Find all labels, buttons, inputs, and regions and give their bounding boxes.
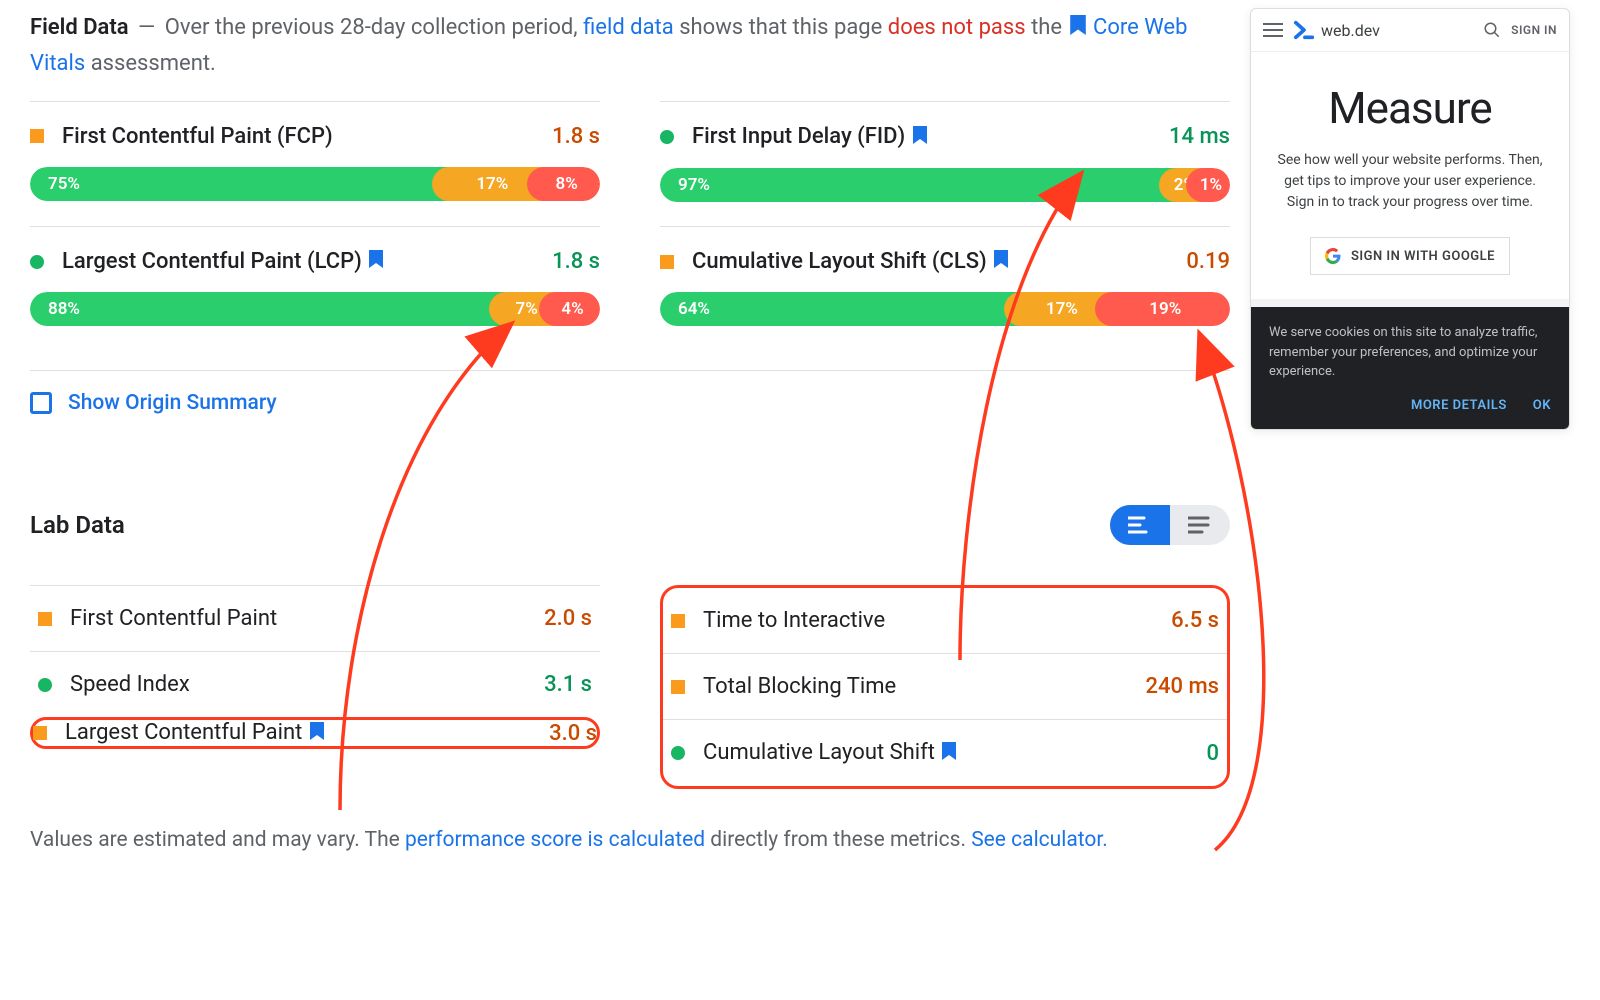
performance-score-link[interactable]: performance score is calculated — [405, 828, 705, 852]
lab-row-cls: Cumulative Layout Shift 0 — [663, 719, 1227, 786]
brand-logo[interactable]: web.dev — [1293, 19, 1380, 41]
status-indicator — [660, 255, 674, 269]
lab-row-si: Speed Index 3.1 s — [30, 651, 600, 717]
lab-row-tbt: Total Blocking Time 240 ms — [663, 653, 1227, 719]
metric-fid: First Input Delay (FID) 14 ms 97% 2% 1% — [660, 101, 1230, 226]
metric-lcp: Largest Contentful Paint (LCP) 1.8 s 88%… — [30, 226, 600, 351]
lab-metrics-grid: First Contentful Paint 2.0 s Speed Index… — [30, 585, 1230, 789]
lab-row-lcp: Largest Contentful Paint 3.0 s — [30, 717, 600, 749]
bookmark-icon — [310, 721, 324, 746]
more-details-link[interactable]: MORE DETAILS — [1411, 396, 1507, 416]
bookmark-icon — [369, 249, 383, 274]
menu-icon[interactable] — [1263, 23, 1283, 37]
calculator-link[interactable]: See calculator. — [971, 828, 1108, 852]
cookie-banner: We serve cookies on this site to analyze… — [1251, 307, 1569, 429]
view-toggle[interactable] — [1110, 505, 1230, 545]
status-indicator — [30, 255, 44, 269]
status-indicator — [671, 614, 685, 628]
assessment-status: does not pass — [888, 15, 1026, 40]
metric-cls: Cumulative Layout Shift (CLS) 0.19 64% 1… — [660, 226, 1230, 351]
status-indicator — [671, 680, 685, 694]
field-data-header: Field Data — Over the previous 28-day co… — [30, 10, 1230, 81]
checkbox[interactable] — [30, 392, 52, 414]
phone-preview: web.dev SIGN IN Measure See how well you… — [1250, 8, 1570, 430]
field-metrics-grid: First Contentful Paint (FCP) 1.8 s 75% 1… — [30, 101, 1230, 350]
status-indicator — [38, 612, 52, 626]
distribution-bar: 64% 17% 19% — [660, 292, 1230, 326]
view-list-button[interactable] — [1110, 505, 1170, 545]
status-indicator — [660, 130, 674, 144]
status-indicator — [38, 678, 52, 692]
google-logo-icon — [1325, 248, 1341, 264]
metric-value: 1.8 s — [552, 249, 600, 274]
metric-value: 1.8 s — [552, 124, 600, 149]
status-indicator — [33, 726, 47, 740]
view-detail-button[interactable] — [1170, 505, 1230, 545]
metric-value: 0.19 — [1186, 249, 1230, 274]
page-title: Measure — [1269, 82, 1551, 134]
bookmark-icon — [994, 249, 1008, 274]
distribution-bar: 88% 7% 4% — [30, 292, 600, 326]
bookmark-icon — [1070, 11, 1086, 46]
google-signin-button[interactable]: SIGN IN WITH GOOGLE — [1310, 237, 1510, 275]
signin-link[interactable]: SIGN IN — [1511, 23, 1557, 37]
lab-row-tti: Time to Interactive 6.5 s — [663, 588, 1227, 653]
field-data-link[interactable]: field data — [583, 15, 674, 40]
distribution-bar: 97% 2% 1% — [660, 168, 1230, 202]
origin-summary-toggle[interactable]: Show Origin Summary — [30, 370, 1230, 455]
lab-data-title: Lab Data — [30, 511, 125, 539]
metric-fcp: First Contentful Paint (FCP) 1.8 s 75% 1… — [30, 101, 600, 226]
metric-value: 14 ms — [1169, 124, 1230, 149]
ok-button[interactable]: OK — [1533, 396, 1551, 416]
search-icon[interactable] — [1483, 21, 1501, 39]
page-description: See how well your website performs. Then… — [1269, 150, 1551, 213]
status-indicator — [30, 129, 44, 143]
webdev-logo-icon — [1293, 19, 1315, 41]
footer-note: Values are estimated and may vary. The p… — [30, 814, 1230, 858]
section-label: Field Data — [30, 15, 129, 40]
status-indicator — [671, 746, 685, 760]
bookmark-icon — [942, 741, 956, 766]
bookmark-icon — [913, 125, 927, 150]
distribution-bar: 75% 17% 8% — [30, 167, 600, 201]
lab-row-fcp: First Contentful Paint 2.0 s — [30, 585, 600, 651]
